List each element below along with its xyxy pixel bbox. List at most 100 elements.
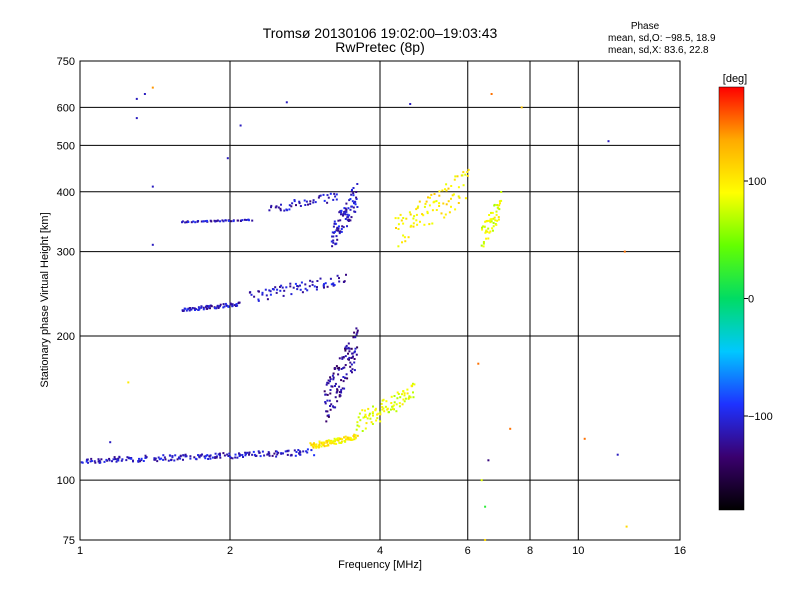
data-point (333, 284, 336, 286)
data-point (268, 454, 271, 457)
data-point (286, 209, 289, 212)
data-point (346, 438, 349, 440)
data-point (498, 204, 501, 207)
data-point (616, 453, 619, 456)
data-point (520, 106, 523, 109)
data-point (298, 452, 300, 455)
data-point (376, 417, 379, 420)
data-point (485, 237, 488, 240)
data-point (226, 453, 229, 456)
data-point (356, 329, 359, 332)
data-point (189, 307, 191, 309)
data-point (353, 433, 356, 436)
data-point (268, 209, 271, 212)
data-point (210, 220, 213, 223)
data-point (355, 353, 358, 356)
y-tick-label: 600 (57, 102, 75, 114)
data-point (332, 225, 335, 228)
data-point (438, 205, 441, 207)
data-point (303, 199, 306, 202)
data-point (319, 194, 322, 197)
x-tick-label: 6 (465, 545, 471, 557)
data-point (336, 389, 339, 392)
data-point (302, 450, 305, 453)
data-point (353, 331, 356, 334)
data-point (282, 294, 285, 297)
data-point (410, 384, 413, 387)
data-point (329, 380, 331, 383)
data-point (419, 220, 421, 223)
data-point (182, 458, 184, 461)
data-point (202, 308, 205, 311)
data-point (488, 219, 491, 222)
data-point (318, 440, 321, 443)
data-point (344, 364, 347, 366)
data-point (344, 207, 347, 210)
data-point (483, 225, 486, 228)
data-point (349, 369, 352, 372)
data-point (490, 93, 493, 95)
data-point (144, 454, 147, 457)
data-point (234, 456, 237, 459)
data-point (356, 346, 359, 349)
data-point (326, 381, 329, 384)
data-point (279, 209, 282, 212)
data-point (332, 239, 335, 242)
data-point (130, 457, 133, 460)
data-point (445, 203, 448, 206)
data-point (174, 454, 177, 457)
data-point (388, 411, 390, 414)
data-point (331, 385, 334, 388)
data-point (306, 451, 309, 454)
data-point (487, 459, 490, 462)
data-point (353, 361, 356, 364)
colorbar-unit: [deg] (723, 73, 747, 85)
data-point (295, 204, 297, 207)
y-tick-label: 300 (57, 247, 75, 259)
data-point (391, 405, 394, 408)
data-point (238, 453, 241, 456)
data-point (351, 188, 353, 191)
data-point (350, 363, 353, 366)
data-point (401, 403, 404, 406)
data-point (346, 377, 349, 380)
data-point (244, 451, 247, 454)
data-point (298, 200, 301, 203)
data-point (413, 383, 416, 386)
data-point (244, 453, 247, 455)
data-point (340, 230, 343, 233)
data-point (202, 220, 204, 223)
data-point (236, 219, 239, 222)
data-point (202, 306, 205, 309)
data-point (239, 219, 242, 222)
data-point (332, 406, 335, 409)
data-point (228, 452, 231, 455)
colorbar (718, 86, 745, 511)
data-point (200, 220, 203, 223)
data-point (312, 446, 315, 449)
data-point (348, 218, 351, 221)
data-point (215, 456, 218, 459)
data-point (335, 242, 338, 245)
data-point (493, 203, 496, 206)
data-point (335, 198, 338, 201)
data-point (480, 479, 483, 482)
data-point (219, 454, 221, 457)
data-point (248, 453, 250, 456)
data-point (214, 456, 217, 459)
data-point (251, 453, 254, 456)
data-point (127, 381, 130, 384)
data-point (416, 223, 419, 226)
data-point (337, 227, 340, 230)
data-point (315, 288, 318, 291)
x-tick-label: 1 (77, 545, 83, 557)
data-point (224, 219, 227, 222)
data-point (208, 455, 211, 458)
data-point (354, 203, 357, 206)
data-point (379, 413, 382, 416)
data-point (330, 385, 333, 388)
data-point (298, 202, 301, 205)
data-point (264, 288, 267, 291)
data-point (482, 241, 485, 243)
data-point (90, 460, 93, 462)
